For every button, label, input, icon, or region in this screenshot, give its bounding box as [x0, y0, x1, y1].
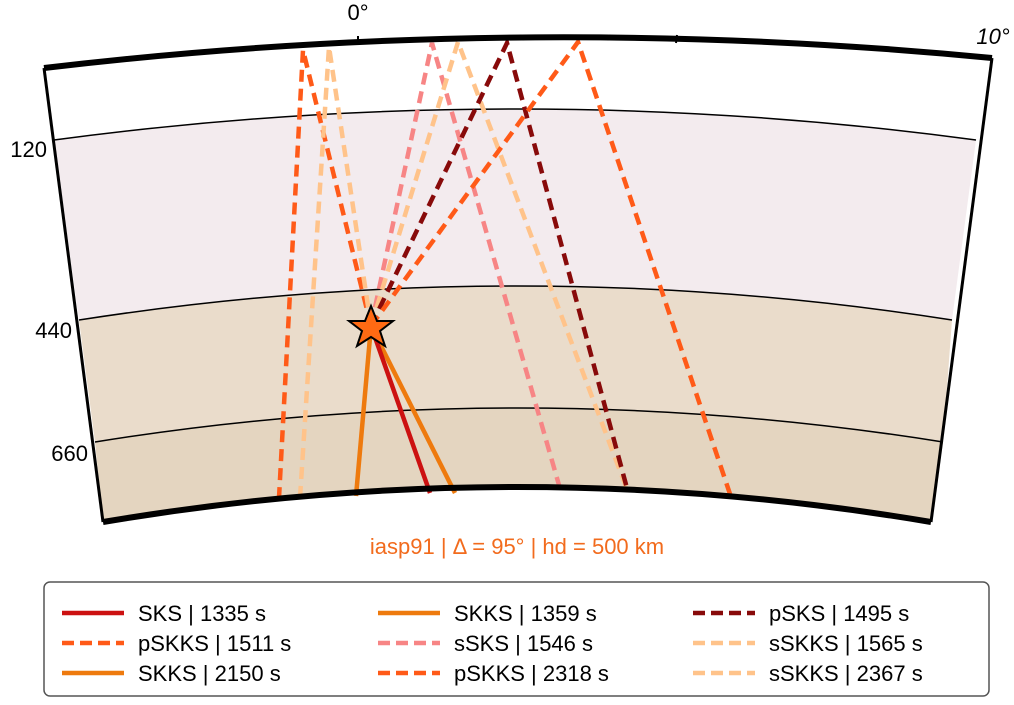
ray-paths — [276, 35, 733, 499]
ray-path-4 — [368, 42, 564, 493]
legend-label-7: pSKKS | 2318 s — [454, 661, 609, 686]
legend-label-2: pSKS | 1495 s — [769, 601, 909, 626]
depth-label-120: 120 — [10, 137, 47, 162]
section-frame — [42, 34, 994, 525]
tick-5 — [675, 34, 678, 44]
ray-path-6 — [353, 325, 374, 497]
legend-label-8: sSKKS | 2367 s — [769, 661, 923, 686]
band-upper-mantle — [54, 109, 976, 320]
frame-right-edge — [929, 57, 994, 523]
legend-label-4: sSKS | 1546 s — [454, 631, 593, 656]
ray-path-8 — [368, 35, 631, 493]
legend-label-0: SKS | 1335 s — [138, 601, 266, 626]
legend-label-5: sSKKS | 1565 s — [769, 631, 923, 656]
depth-label-660: 660 — [51, 441, 88, 466]
depth-label-440: 440 — [35, 318, 72, 343]
legend: SKS | 1335 s SKKS | 1359 s pSKS | 1495 s pS… — [43, 581, 990, 697]
ray-path-1 — [368, 324, 458, 495]
legend-label-3: pSKKS | 1511 s — [138, 631, 291, 656]
discontinuity-440-line — [78, 285, 953, 321]
frame-bottom-arc — [102, 484, 932, 525]
discontinuity-120-line — [53, 108, 977, 141]
frame-top-arc — [43, 34, 993, 71]
legend-items: SKS | 1335 s SKKS | 1359 s pSKS | 1495 s pS… — [62, 601, 923, 686]
band-surface-layer — [44, 37, 992, 141]
legend-label-6: SKKS | 2150 s — [138, 661, 281, 686]
top-label-10: 10° — [976, 24, 1009, 49]
discontinuity-660-line — [94, 407, 944, 443]
band-transition-zone — [79, 286, 952, 442]
source-star — [346, 303, 396, 349]
legend-label-1: SKKS | 1359 s — [454, 601, 597, 626]
figure-caption: iasp91 | Δ = 95° | hd = 500 km — [370, 534, 664, 559]
top-label-0: 0° — [347, 0, 368, 25]
legend-box — [43, 581, 990, 697]
frame-left-edge — [42, 67, 105, 523]
ray-path-2 — [368, 36, 631, 493]
earth-section — [44, 37, 992, 522]
ray-path-7 — [369, 37, 733, 495]
ray-path-0 — [368, 325, 433, 494]
star-icon — [346, 303, 396, 349]
